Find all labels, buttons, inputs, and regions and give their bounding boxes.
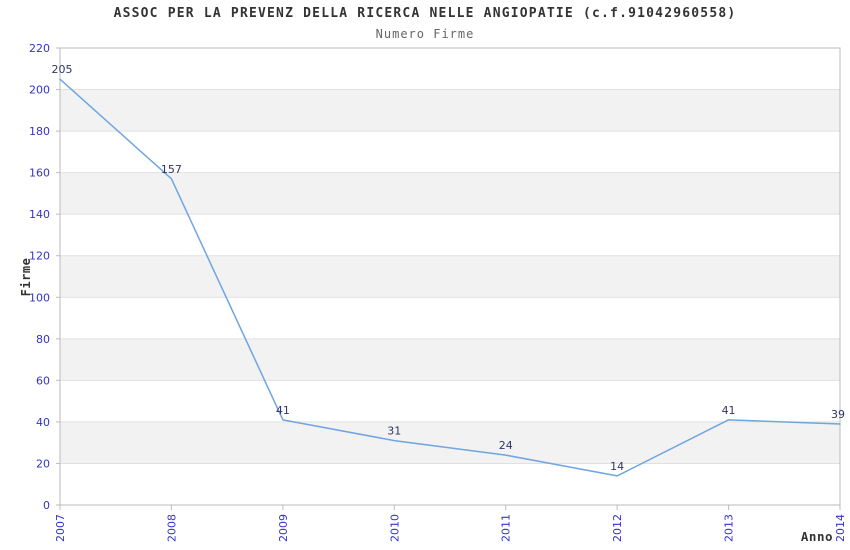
y-tick-label: 40 [36,416,50,429]
y-tick-label: 200 [29,84,50,97]
y-axis-title: Firme [19,257,33,297]
plot-band [60,131,840,173]
plot-band [60,380,840,422]
plot-band [60,255,840,298]
y-tick-label: 120 [29,250,50,263]
y-tick-label: 160 [29,167,50,180]
plot-band [60,297,840,339]
data-label: 31 [387,425,401,438]
data-label: 157 [161,163,182,176]
data-label: 14 [610,460,624,473]
x-tick-label: 2007 [54,514,67,542]
chart-subtitle: Numero Firme [375,27,475,41]
data-label: 205 [52,63,73,76]
y-tick-label: 220 [29,42,50,55]
data-label: 39 [831,408,845,421]
y-tick-label: 100 [29,291,50,304]
y-tick-label: 140 [29,208,50,221]
x-tick-label: 2009 [277,514,290,542]
data-label: 41 [722,404,736,417]
plot-band [60,338,840,381]
plot-band [60,48,840,90]
y-tick-label: 80 [36,333,50,346]
plot-border [59,47,841,506]
y-tick-label: 20 [36,457,50,470]
plot-band [60,463,840,505]
x-tick-label: 2010 [388,514,401,542]
y-tick-label: 0 [43,499,50,512]
chart-title: ASSOC PER LA PREVENZ DELLA RICERCA NELLE… [113,6,737,21]
data-label: 41 [276,404,290,417]
plot-band [60,172,840,215]
y-tick-label: 60 [36,374,50,387]
x-axis-title: Anno [800,529,833,544]
y-tick-label: 180 [29,125,50,138]
plot-band [60,214,840,256]
plot-band [60,421,840,464]
x-tick-label: 2012 [611,514,624,542]
x-tick-label: 2011 [500,514,513,542]
x-tick-label: 2014 [834,514,847,542]
x-tick-label: 2008 [165,514,178,542]
plot-band [60,89,840,132]
data-line [59,78,841,477]
data-label: 24 [499,439,513,452]
x-tick-label: 2013 [723,514,736,542]
